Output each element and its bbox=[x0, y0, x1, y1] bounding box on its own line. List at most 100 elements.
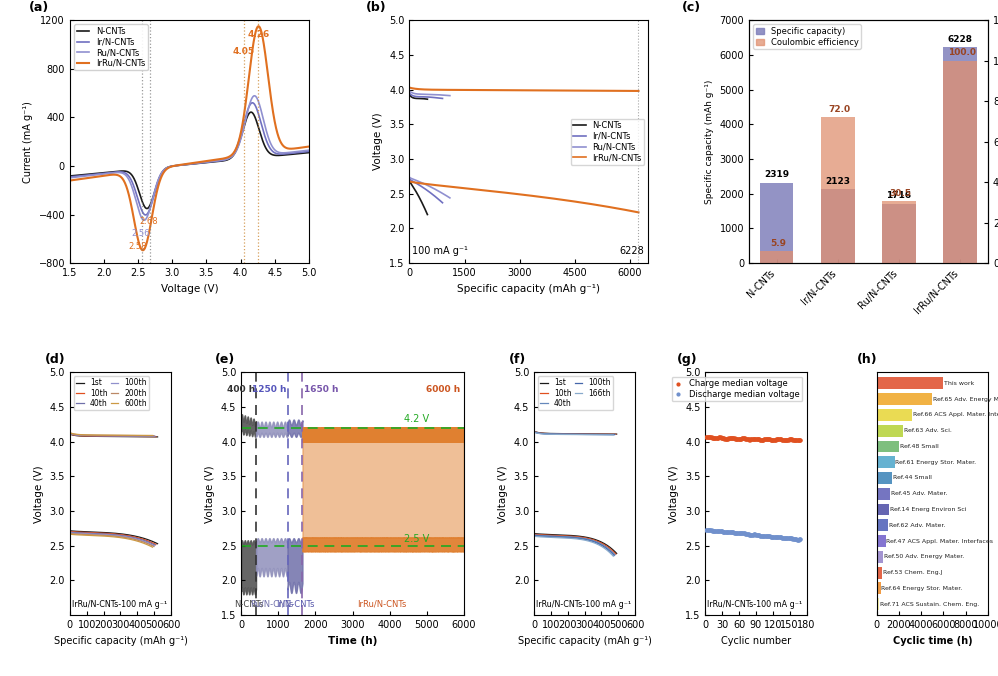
200th bbox=[64, 429, 76, 437]
Bar bbox=[876, 488, 890, 500]
N-CNTs bbox=[252, 123, 264, 131]
Charge median voltage bbox=[720, 433, 736, 444]
N-CNTs bbox=[303, 149, 315, 157]
Discharge median voltage bbox=[789, 534, 805, 545]
Ru/N-CNTs bbox=[303, 146, 315, 154]
Discharge median voltage bbox=[783, 533, 799, 544]
10th bbox=[127, 433, 139, 441]
Discharge median voltage bbox=[757, 530, 773, 541]
Legend: N-CNTs, Ir/N-CNTs, Ru/N-CNTs, IrRu/N-CNTs: N-CNTs, Ir/N-CNTs, Ru/N-CNTs, IrRu/N-CNT… bbox=[571, 119, 645, 165]
N-CNTs bbox=[76, 171, 88, 179]
Discharge median voltage bbox=[710, 525, 726, 536]
Discharge median voltage bbox=[705, 525, 721, 536]
Bar bbox=[876, 377, 943, 389]
Discharge median voltage bbox=[715, 526, 731, 537]
Line: 10th: 10th bbox=[534, 431, 616, 434]
Text: 5.9: 5.9 bbox=[769, 239, 785, 247]
N-CNTs bbox=[181, 160, 193, 168]
40th bbox=[587, 430, 599, 438]
Charge median voltage bbox=[751, 434, 767, 445]
Charge median voltage bbox=[709, 433, 725, 443]
Charge median voltage bbox=[765, 435, 781, 445]
Charge median voltage bbox=[759, 433, 775, 444]
Bar bbox=[876, 551, 883, 562]
Discharge median voltage bbox=[703, 525, 719, 535]
Text: 4.05: 4.05 bbox=[233, 47, 254, 56]
Discharge median voltage bbox=[699, 525, 715, 535]
Text: (d): (d) bbox=[45, 353, 65, 366]
Text: IrRu/N-CNTs-100 mA g⁻¹: IrRu/N-CNTs-100 mA g⁻¹ bbox=[536, 600, 631, 609]
Discharge median voltage bbox=[729, 528, 745, 539]
Bar bbox=[943, 47, 977, 263]
Charge median voltage bbox=[780, 434, 796, 445]
100th bbox=[125, 432, 137, 440]
200th bbox=[148, 432, 160, 440]
10th bbox=[538, 429, 550, 437]
Text: Ref.66 ACS Appl. Mater. Interfaces: Ref.66 ACS Appl. Mater. Interfaces bbox=[913, 412, 998, 417]
Charge median voltage bbox=[717, 433, 733, 444]
Charge median voltage bbox=[746, 433, 761, 444]
Charge median voltage bbox=[759, 433, 775, 444]
Discharge median voltage bbox=[727, 527, 743, 538]
1st bbox=[128, 433, 140, 441]
Discharge median voltage bbox=[773, 532, 789, 543]
Discharge median voltage bbox=[763, 531, 779, 542]
Charge median voltage bbox=[719, 433, 735, 444]
Bar bbox=[876, 425, 903, 437]
Charge median voltage bbox=[711, 432, 727, 443]
Charge median voltage bbox=[761, 434, 777, 445]
Discharge median voltage bbox=[766, 532, 782, 543]
Discharge median voltage bbox=[790, 534, 806, 545]
40th bbox=[98, 432, 110, 440]
166th bbox=[560, 431, 572, 439]
IrRu/N-CNTs bbox=[303, 143, 315, 151]
Legend: 1st, 10th, 40th, 100th, 166th: 1st, 10th, 40th, 100th, 166th bbox=[538, 376, 613, 410]
Discharge median voltage bbox=[709, 526, 725, 537]
Charge median voltage bbox=[729, 433, 745, 444]
Charge median voltage bbox=[701, 431, 717, 442]
Discharge median voltage bbox=[784, 533, 800, 544]
Charge median voltage bbox=[731, 434, 747, 445]
600th bbox=[124, 431, 136, 439]
Charge median voltage bbox=[704, 432, 720, 443]
Discharge median voltage bbox=[734, 528, 749, 539]
Charge median voltage bbox=[727, 433, 743, 444]
Discharge median voltage bbox=[719, 527, 735, 537]
Text: Ref.64 Energy Stor. Mater.: Ref.64 Energy Stor. Mater. bbox=[881, 586, 963, 591]
200th bbox=[117, 431, 129, 439]
Text: 30.5: 30.5 bbox=[889, 189, 911, 198]
IrRu/N-CNTs bbox=[137, 246, 149, 254]
Charge median voltage bbox=[754, 434, 770, 445]
Discharge median voltage bbox=[760, 531, 776, 541]
Discharge median voltage bbox=[717, 527, 733, 537]
Charge median voltage bbox=[790, 435, 806, 445]
40th bbox=[126, 432, 138, 440]
Charge median voltage bbox=[747, 433, 762, 444]
Charge median voltage bbox=[702, 431, 718, 442]
1st bbox=[64, 430, 76, 438]
Discharge median voltage bbox=[723, 527, 739, 537]
Y-axis label: Voltage (V): Voltage (V) bbox=[670, 465, 680, 523]
Bar bbox=[876, 393, 932, 405]
Discharge median voltage bbox=[782, 533, 798, 544]
Discharge median voltage bbox=[742, 529, 757, 540]
Discharge median voltage bbox=[777, 533, 793, 544]
Discharge median voltage bbox=[732, 528, 748, 539]
Text: (e): (e) bbox=[215, 353, 235, 366]
Text: Ref.14 Energ Environ Sci: Ref.14 Energ Environ Sci bbox=[890, 507, 966, 512]
IrRu/N-CNTs bbox=[252, 22, 264, 30]
Discharge median voltage bbox=[740, 529, 755, 539]
Discharge median voltage bbox=[748, 529, 764, 540]
Discharge median voltage bbox=[704, 525, 720, 536]
Charge median voltage bbox=[750, 434, 766, 445]
Ru/N-CNTs bbox=[252, 97, 264, 105]
Bar bbox=[821, 189, 854, 263]
Charge median voltage bbox=[739, 433, 754, 444]
Charge median voltage bbox=[783, 434, 799, 445]
Charge median voltage bbox=[733, 433, 748, 444]
Charge median voltage bbox=[706, 433, 722, 443]
Discharge median voltage bbox=[743, 529, 758, 540]
Discharge median voltage bbox=[756, 530, 772, 541]
1st bbox=[580, 430, 592, 438]
Discharge median voltage bbox=[762, 531, 778, 542]
